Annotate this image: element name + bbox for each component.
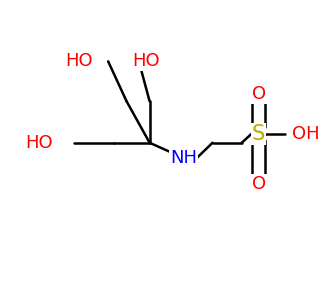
Text: O: O	[251, 85, 266, 103]
Text: OH: OH	[292, 125, 320, 142]
Text: NH: NH	[170, 149, 197, 167]
Text: S: S	[252, 123, 265, 144]
Text: O: O	[251, 175, 266, 193]
Text: HO: HO	[133, 52, 161, 70]
Text: HO: HO	[25, 134, 53, 152]
Text: HO: HO	[65, 52, 93, 70]
